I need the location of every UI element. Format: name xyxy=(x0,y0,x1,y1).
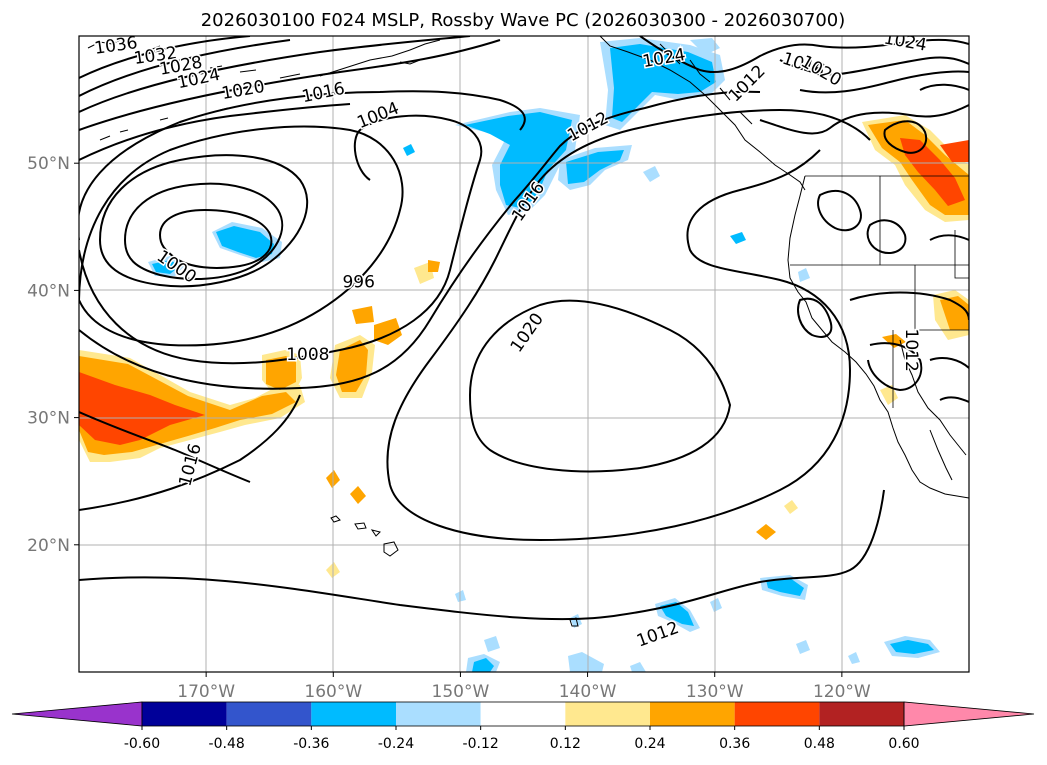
colorbar-tick-label: -0.24 xyxy=(378,736,414,752)
colorbar-extend-low xyxy=(11,701,143,727)
colorbar-segment xyxy=(396,702,481,726)
isobar-label: 1012 xyxy=(899,327,922,373)
map-frame xyxy=(78,35,970,673)
colorbar-segment xyxy=(819,702,904,726)
graticule xyxy=(79,36,969,672)
lon-tick-label: 150°W xyxy=(432,682,490,702)
isobar-label: 1008 xyxy=(285,344,331,367)
colorbar-segment xyxy=(480,702,566,726)
lon-tick-label: 130°W xyxy=(686,682,744,702)
lon-tick-label: 160°W xyxy=(304,682,362,702)
colorbar-extend-high xyxy=(903,701,1035,727)
colorbar-segment xyxy=(565,702,650,726)
colorbar: -0.60 -0.48 -0.36 -0.24 -0.12 0.12 0.24 0.36 0.4… xyxy=(11,701,1035,752)
colorbar-tick-label: 0.12 xyxy=(550,736,581,752)
map-title: 2026030100 F024 MSLP, Rossby Wave PC (20… xyxy=(201,10,846,31)
lat-tick-label: 20°N xyxy=(27,536,70,556)
colorbar-segment xyxy=(142,702,227,726)
lon-tick-label: 140°W xyxy=(559,682,617,702)
lon-tick-label: 170°W xyxy=(177,682,235,702)
latitude-ticks: 50°N 40°N 30°N 20°N xyxy=(27,154,79,556)
lat-tick-label: 40°N xyxy=(27,281,70,301)
isobar-label-text: 1012 xyxy=(901,329,921,372)
colorbar-tick-label: -0.36 xyxy=(293,736,329,752)
coastlines xyxy=(87,36,969,627)
isobar-label-text: 1008 xyxy=(286,345,329,365)
colorbar-tick-label: -0.48 xyxy=(209,736,245,752)
colorbar-tick-label: -0.60 xyxy=(124,736,160,752)
isobars xyxy=(79,36,969,621)
shading-negative xyxy=(148,38,940,672)
isobar-label-text: 1036 xyxy=(93,33,139,59)
colorbar-segment xyxy=(311,702,396,726)
colorbar-tick-label: 0.48 xyxy=(804,736,835,752)
colorbar-segment xyxy=(226,702,312,726)
lat-tick-label: 50°N xyxy=(27,154,70,174)
colorbar-segment xyxy=(734,702,820,726)
longitude-ticks: 170°W 160°W 150°W 140°W 130°W 120°W xyxy=(177,672,871,702)
colorbar-tick-label: 0.60 xyxy=(888,736,919,752)
colorbar-tick-label: 0.24 xyxy=(634,736,665,752)
colorbar-outline xyxy=(141,701,905,727)
isobar-label: 996 xyxy=(341,271,376,294)
isobar-label: 1036 xyxy=(92,33,141,60)
lat-tick-label: 30°N xyxy=(27,409,70,429)
colorbar-tick-label: -0.12 xyxy=(463,736,499,752)
isobar-label-text: 996 xyxy=(342,272,374,292)
lon-tick-label: 120°W xyxy=(813,682,871,702)
colorbar-segment xyxy=(650,702,735,726)
colorbar-tick-label: 0.36 xyxy=(719,736,750,752)
